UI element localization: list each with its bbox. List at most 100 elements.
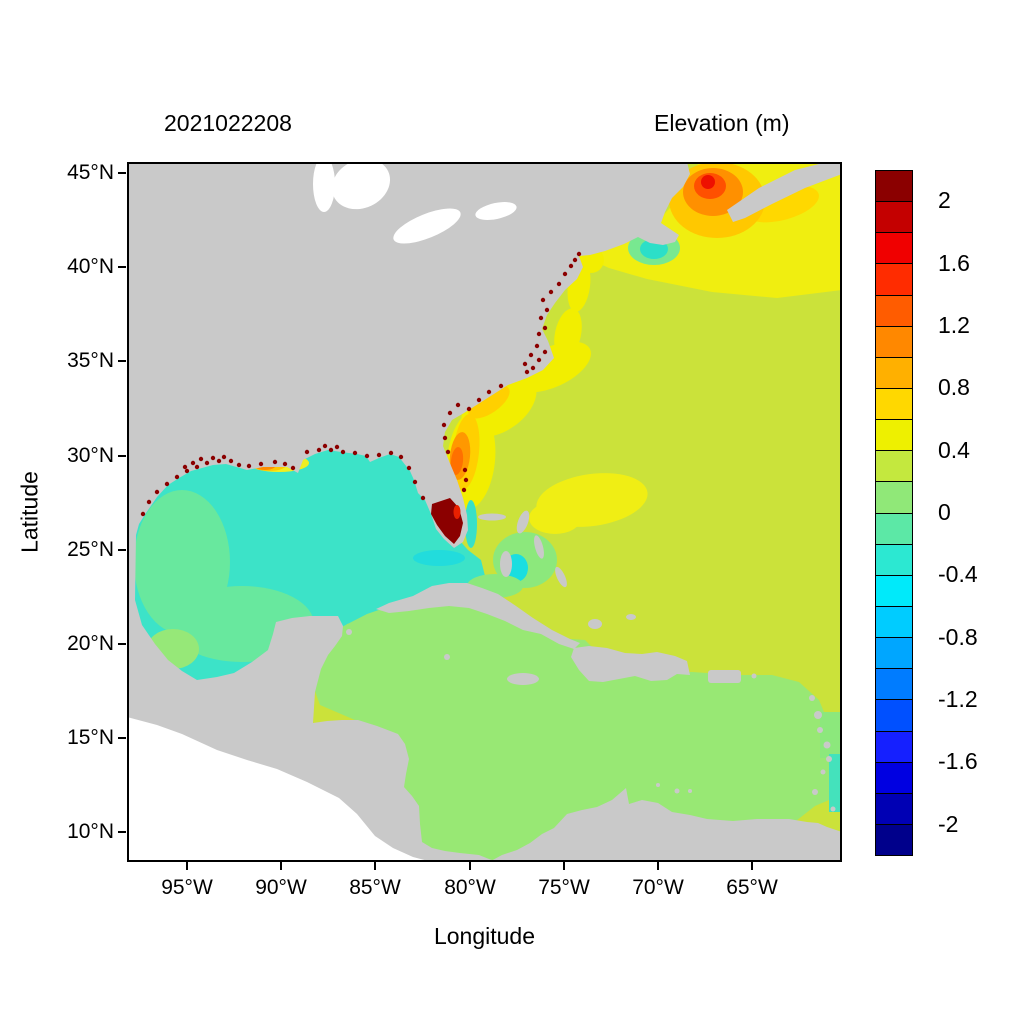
colorbar-tick-label: 1.6	[938, 249, 970, 276]
wet-cell-speckle	[364, 453, 370, 459]
y-tick-mark	[118, 737, 126, 739]
wet-cell-speckle	[340, 449, 346, 455]
wet-cell-speckle	[236, 462, 242, 468]
y-tick-mark	[118, 831, 126, 833]
pacific-unmodeled-white	[127, 717, 432, 862]
colorbar-segment	[876, 202, 912, 234]
wet-cell-speckle	[190, 460, 196, 466]
wet-cell-speckle	[462, 467, 468, 473]
islands-group	[346, 510, 836, 812]
y-tick-label: 15°N	[67, 726, 114, 749]
wet-cell-speckle	[548, 289, 554, 295]
midatlantic-yellow-2	[529, 502, 581, 534]
wet-cell-speckle	[398, 454, 404, 460]
island-antigua	[809, 695, 815, 701]
colorbar-segment	[876, 669, 912, 701]
land-south-america	[489, 788, 842, 862]
wet-cell-speckle	[538, 315, 544, 321]
colorbar-segment	[876, 420, 912, 452]
wet-cell-speckle	[442, 435, 448, 441]
wet-cell-speckle	[376, 452, 382, 458]
colorbar-tick-label: 2	[938, 187, 951, 214]
wet-cell-speckle	[528, 352, 534, 358]
wet-cell-speckle	[388, 450, 394, 456]
colorbar-segment	[876, 264, 912, 296]
x-tick-mark	[469, 862, 471, 870]
wet-cell-speckle	[272, 459, 278, 465]
x-tick-mark	[657, 862, 659, 870]
wet-cell-speckle	[498, 383, 504, 389]
wet-cell-speckle	[184, 468, 190, 474]
island-grand-bahama	[478, 513, 506, 521]
x-tick-mark	[563, 862, 565, 870]
plot-border	[127, 162, 842, 862]
island-cozumel	[346, 629, 352, 635]
land-north-america	[127, 162, 690, 862]
colorbar-tick-label: -1.6	[938, 748, 978, 775]
y-tick-label: 20°N	[67, 632, 114, 655]
wet-cell-speckle	[194, 464, 200, 470]
wet-cell-speckle	[556, 281, 562, 287]
wet-cell-speckle	[445, 449, 451, 455]
elevation-map	[121, 156, 842, 865]
colorbar-tick-label: -2	[938, 810, 959, 837]
south-florida-red-accent	[453, 505, 461, 519]
miami-coast-turquoise	[465, 500, 477, 548]
wet-cell-speckle	[228, 458, 234, 464]
island-virgin	[751, 673, 757, 679]
wet-cell-speckle	[534, 343, 540, 349]
lake-michigan	[313, 156, 335, 212]
island-dominica	[817, 727, 823, 733]
wet-cell-speckle	[304, 449, 310, 455]
wet-cell-speckle	[316, 447, 322, 453]
y-tick-mark	[118, 360, 126, 362]
island-cuba	[376, 583, 580, 649]
island-inagua	[588, 619, 602, 629]
colorbar-tick-label: 1.2	[938, 311, 970, 338]
wet-cell-speckle	[164, 481, 170, 487]
wet-cell-speckle	[246, 463, 252, 469]
colorbar-segment	[876, 793, 912, 825]
x-tick-mark	[280, 862, 282, 870]
colorbar-tick-label: -0.8	[938, 623, 978, 650]
wet-cell-speckle	[542, 349, 548, 355]
wet-cell-speckle	[210, 455, 216, 461]
colorbar-title: Elevation (m)	[654, 110, 790, 136]
island-eleuthera	[534, 535, 544, 559]
wet-cell-speckle	[530, 365, 536, 371]
colorbar-segment	[876, 513, 912, 545]
colorbar-segment	[876, 388, 912, 421]
wet-cell-speckle	[461, 487, 467, 493]
wet-cell-speckle	[154, 489, 160, 495]
shelf-gold-2	[468, 385, 510, 419]
x-tick-mark	[374, 862, 376, 870]
island-long-island-bahamas	[555, 566, 567, 588]
colorbar-segment	[876, 606, 912, 639]
wet-cell-speckle	[536, 331, 542, 337]
island-puerto-rico	[708, 670, 741, 683]
x-tick-label: 80°W	[444, 876, 496, 899]
island-andros	[500, 551, 512, 577]
coastal-wet-cell-speckles	[140, 251, 582, 517]
wet-cell-speckle	[576, 251, 582, 257]
wet-cell-speckle	[544, 307, 550, 313]
x-tick-mark	[186, 862, 188, 870]
wet-cell-speckle	[455, 402, 461, 408]
island-turks	[626, 614, 636, 620]
lake-erie	[393, 208, 461, 244]
x-axis-label: Longitude	[433, 923, 536, 949]
wet-cell-speckle	[476, 397, 482, 403]
colorbar-tick-label: 0.4	[938, 436, 970, 463]
y-tick-label: 30°N	[67, 444, 114, 467]
wet-cell-speckle	[282, 461, 288, 467]
y-tick-label: 25°N	[67, 538, 114, 561]
colorbar-segment	[876, 700, 912, 732]
y-axis-label: Latitude	[16, 471, 43, 553]
wet-cell-speckle	[486, 389, 492, 395]
caribbean-sea-surface	[311, 590, 829, 865]
colorbar-segment	[876, 824, 912, 856]
wet-cell-speckle	[466, 406, 472, 412]
colorbar-tick-label: 0	[938, 499, 951, 525]
y-tick-label: 35°N	[67, 349, 114, 372]
shelf-yellow-4	[554, 308, 582, 360]
